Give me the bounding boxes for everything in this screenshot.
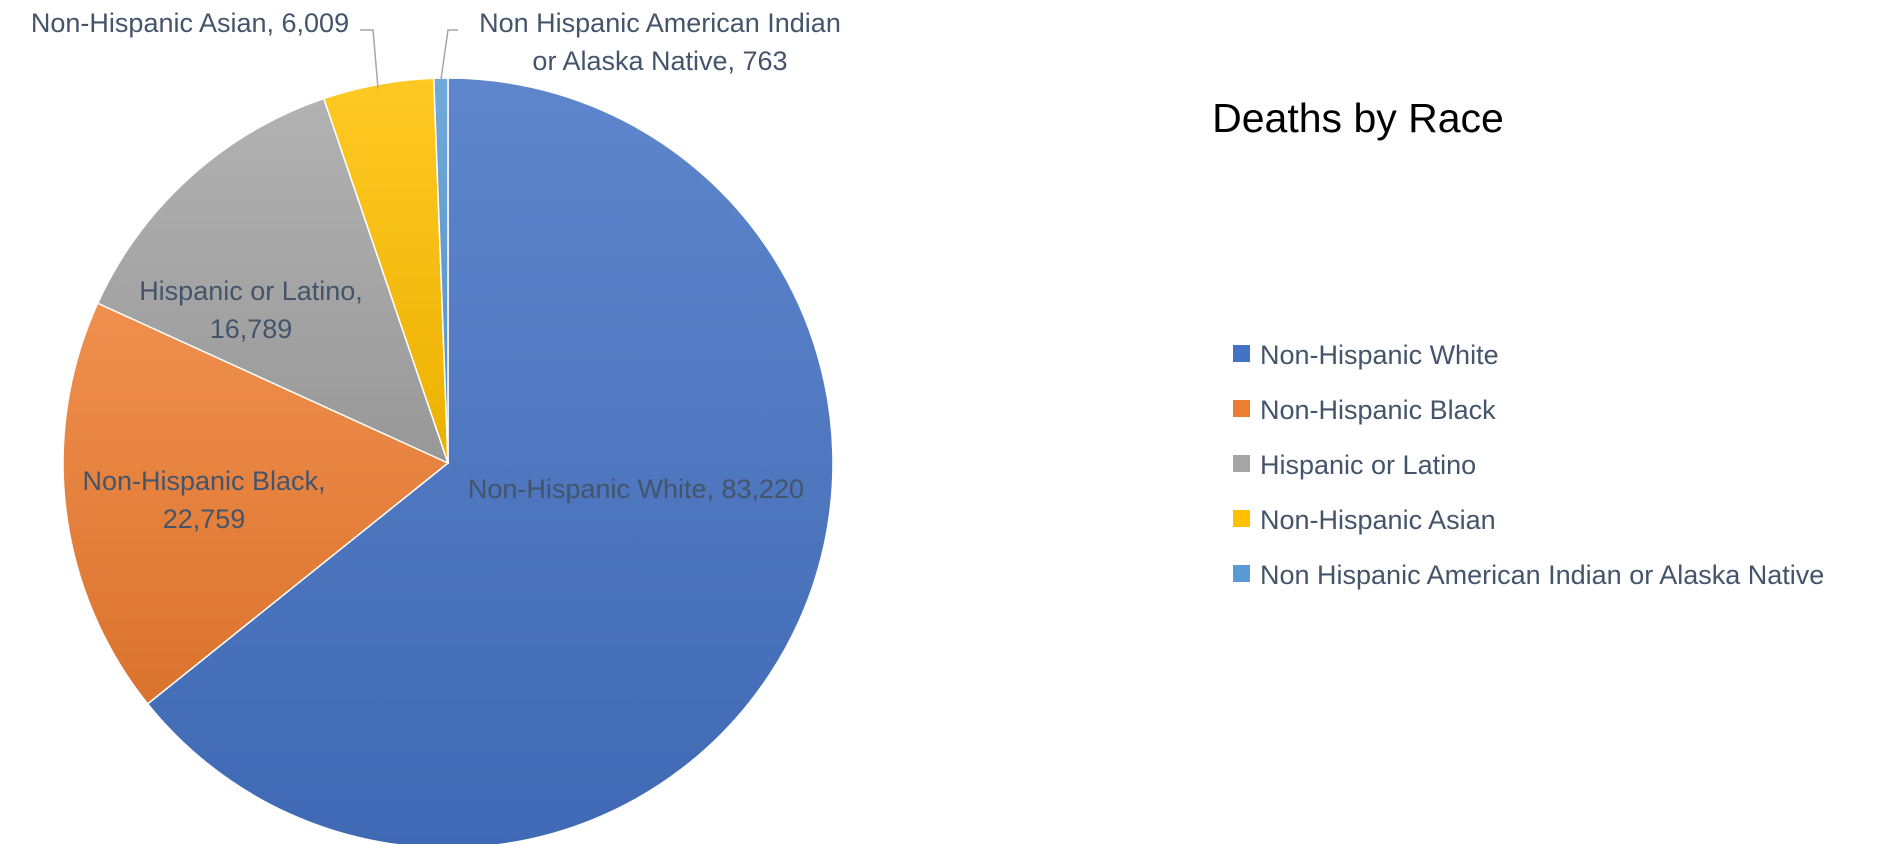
legend-swatch-non-hispanic-black (1233, 400, 1250, 417)
data-label-non-hispanic-black: Non-Hispanic Black, 22,759 (82, 466, 325, 534)
pie-slices (62, 77, 834, 844)
data-label-non-hispanic-american-indian-or-alaska-native: Non Hispanic American Indian or Alaska Na… (479, 8, 841, 76)
leader-line-non-hispanic-american-indian-or-alaska-native (440, 29, 458, 81)
legend-item-non-hispanic-white: Non-Hispanic White (1233, 340, 1499, 370)
legend-label-non-hispanic-black: Non-Hispanic Black (1260, 395, 1496, 425)
pie-slice-non-hispanic-white (146, 77, 834, 844)
legend-item-non-hispanic-american-indian-or-alaska-native: Non Hispanic American Indian or Alaska N… (1233, 560, 1824, 590)
legend-label-hispanic-or-latino: Hispanic or Latino (1260, 450, 1476, 480)
chart-title: Deaths by Race (1212, 95, 1504, 141)
legend: Non-Hispanic White Non-Hispanic Black Hisp… (1233, 340, 1824, 590)
leader-line-non-hispanic-asian (360, 29, 379, 89)
legend-item-hispanic-or-latino: Hispanic or Latino (1233, 450, 1476, 480)
legend-label-non-hispanic-american-indian-or-alaska-native: Non Hispanic American Indian or Alaska N… (1260, 560, 1824, 590)
legend-label-non-hispanic-white: Non-Hispanic White (1260, 340, 1499, 370)
legend-swatch-non-hispanic-asian (1233, 510, 1250, 527)
legend-swatch-non-hispanic-american-indian-or-alaska-native (1233, 565, 1250, 582)
legend-item-non-hispanic-asian: Non-Hispanic Asian (1233, 505, 1496, 535)
leader-lines (360, 29, 458, 89)
legend-swatch-hispanic-or-latino (1233, 455, 1250, 472)
pie-slice-hispanic-or-latino (96, 97, 450, 465)
legend-label-non-hispanic-asian: Non-Hispanic Asian (1260, 505, 1496, 535)
data-label-hispanic-or-latino: Hispanic or Latino, 16,789 (139, 276, 363, 344)
legend-swatch-non-hispanic-white (1233, 345, 1250, 362)
pie-slice-non-hispanic-black (62, 302, 450, 705)
data-label-non-hispanic-white: Non-Hispanic White, 83,220 (468, 474, 804, 504)
data-label-non-hispanic-asian: Non-Hispanic Asian, 6,009 (31, 8, 349, 38)
data-labels: Non-Hispanic White, 83,220 Non-Hispanic B… (31, 8, 841, 534)
legend-item-non-hispanic-black: Non-Hispanic Black (1233, 395, 1496, 425)
